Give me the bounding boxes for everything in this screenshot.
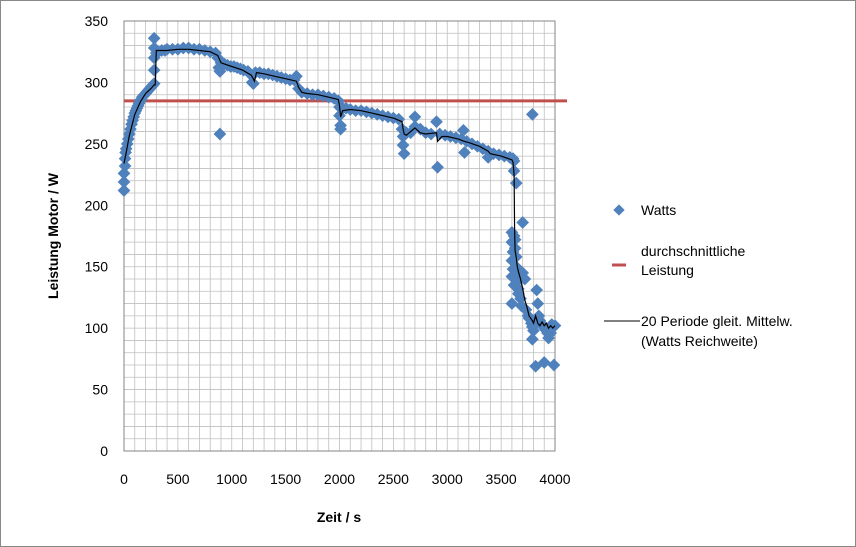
x-tick-label: 500 [166, 471, 190, 487]
y-tick-label: 300 [85, 74, 109, 90]
watts-point [117, 184, 131, 197]
legend-marker-watts [613, 204, 625, 216]
y-axis-ticks: 0 50 100 150 200 250 300 350 [85, 13, 109, 459]
x-tick-label: 4000 [539, 471, 570, 487]
watts-point [117, 175, 131, 189]
x-tick-label: 1000 [216, 471, 247, 487]
y-tick-label: 50 [92, 382, 108, 398]
watts-point [457, 123, 470, 137]
x-tick-label: 0 [120, 471, 128, 487]
legend-label-watts: Watts [641, 202, 676, 218]
watts-point [213, 127, 227, 141]
watts-point [334, 122, 347, 136]
watts-point [530, 283, 544, 297]
watts-point [431, 160, 444, 174]
y-tick-label: 0 [100, 443, 108, 459]
watts-point [147, 77, 161, 91]
watts-point [290, 69, 303, 83]
watts-point [408, 110, 422, 124]
watts-point [430, 115, 443, 129]
watts-point [147, 63, 161, 77]
legend: Watts durchschnittliche Leistung 20 Perio… [604, 202, 793, 349]
watts-point [526, 332, 539, 346]
watts-point [424, 127, 438, 141]
watts-point [516, 216, 530, 229]
watts-point [547, 358, 561, 372]
moving-average-line [123, 48, 556, 330]
watts-point [458, 146, 471, 159]
watts-point [397, 147, 411, 161]
x-axis-ticks: 0 500 1000 1500 2000 2500 3000 3500 4000 [120, 471, 571, 487]
watts-point [509, 176, 523, 190]
moving-average-layer [123, 48, 556, 330]
x-tick-label: 2000 [324, 471, 355, 487]
watts-point [396, 138, 410, 152]
y-tick-label: 350 [85, 13, 109, 29]
legend-label-moving-average: 20 Periode gleit. Mittelw. (Watts Reichwe… [641, 313, 793, 349]
watts-point [509, 260, 523, 274]
x-axis-title: Zeit / s [317, 509, 362, 525]
plot-area-border [123, 20, 556, 452]
legend-label-average: durchschnittliche Leistung [641, 243, 745, 278]
x-tick-label: 1500 [270, 471, 301, 487]
y-tick-label: 150 [85, 259, 109, 275]
y-axis-title: Leistung Motor / W [45, 172, 61, 299]
y-tick-label: 100 [85, 320, 109, 336]
gridlines [124, 21, 555, 451]
watts-point [118, 159, 132, 173]
watts-point [147, 31, 161, 45]
y-tick-label: 250 [85, 136, 109, 152]
y-tick-label: 200 [85, 197, 109, 213]
x-tick-label: 3500 [486, 471, 517, 487]
x-tick-label: 2500 [378, 471, 409, 487]
x-tick-label: 3000 [432, 471, 463, 487]
watts-point [526, 108, 539, 121]
watts-point [505, 297, 519, 310]
